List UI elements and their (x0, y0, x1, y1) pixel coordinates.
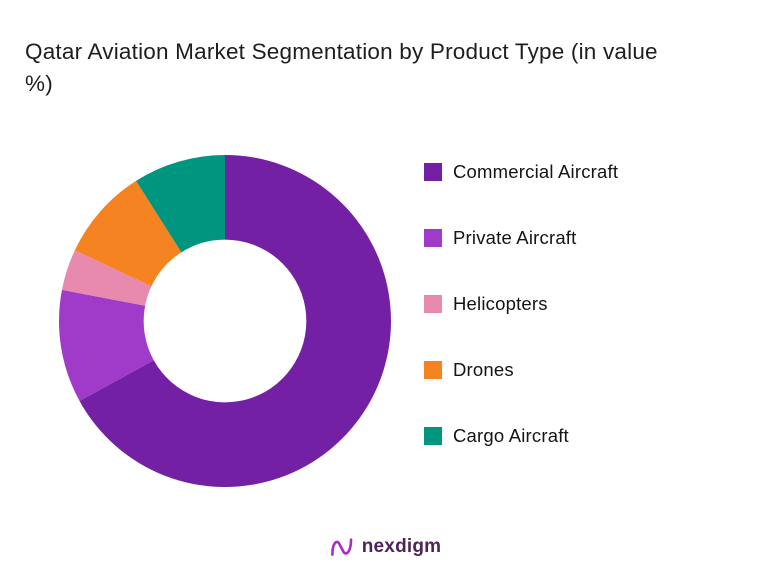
donut-segment-helicopters (61, 250, 152, 306)
donut-segment-private-aircraft (58, 289, 154, 401)
legend-swatch-cargo-aircraft (424, 427, 442, 445)
nexdigm-logo-icon (331, 538, 353, 556)
nexdigm-logo: nexdigm (329, 534, 442, 560)
legend-swatch-drones (424, 361, 442, 379)
donut-segment-commercial-aircraft (79, 155, 391, 488)
donut-chart (58, 155, 391, 488)
legend-label-drones: Drones (453, 359, 514, 380)
legend-item-cargo-aircraft: Cargo Aircraft (424, 425, 618, 447)
legend-label-commercial-aircraft: Commercial Aircraft (453, 161, 619, 182)
legend-swatch-commercial-aircraft (424, 163, 442, 181)
donut-segment-drones (74, 180, 182, 287)
chart-title: Qatar Aviation Market Segmentation by Pr… (25, 39, 658, 96)
legend-label-cargo-aircraft: Cargo Aircraft (453, 425, 569, 446)
donut-segment-cargo-aircraft (136, 155, 225, 253)
legend-label-helicopters: Helicopters (453, 293, 548, 314)
nexdigm-logo-text: nexdigm (361, 536, 442, 557)
legend-label-private-aircraft: Private Aircraft (453, 227, 577, 248)
legend-item-drones: Drones (424, 359, 618, 381)
legend-item-private-aircraft: Private Aircraft (424, 227, 618, 249)
legend-item-commercial-aircraft: Commercial Aircraft (424, 161, 618, 183)
legend-swatch-helicopters (424, 295, 442, 313)
legend-swatch-private-aircraft (424, 229, 442, 247)
legend: Commercial Aircraft Private Aircraft Hel… (424, 161, 618, 447)
legend-item-helicopters: Helicopters (424, 293, 618, 315)
